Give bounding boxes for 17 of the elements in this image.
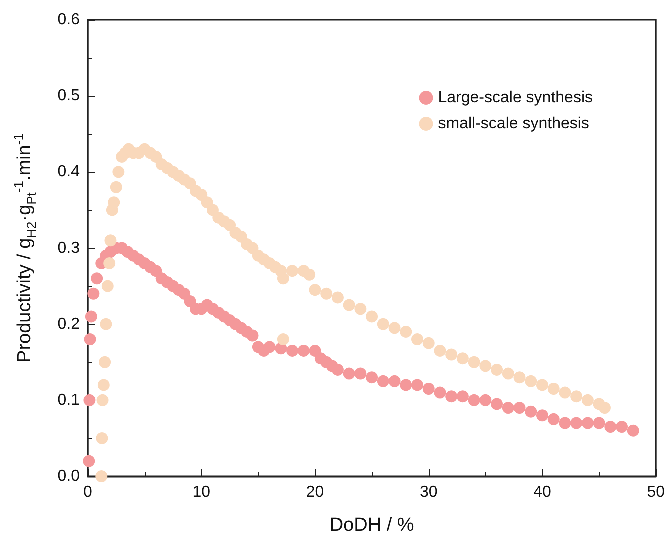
y-tick-label: 0.5 — [58, 88, 80, 105]
x-tick-label: 10 — [192, 484, 211, 501]
y-tick-label: 0.3 — [58, 240, 80, 257]
x-axis-title: DoDH / % — [330, 515, 414, 536]
y-axis-title: Productivity / gH2·gPt-1.min-1 — [11, 134, 39, 363]
legend-label: small-scale synthesis — [438, 116, 590, 132]
x-tick-label: 30 — [420, 484, 438, 501]
legend-label: Large-scale synthesis — [438, 90, 594, 106]
x-tick-label: 40 — [534, 484, 552, 501]
y-tick-label: 0.4 — [58, 164, 80, 181]
y-tick-label: 0.6 — [58, 12, 80, 28]
x-tick-label: 20 — [306, 484, 324, 501]
y-tick-label: 0.0 — [58, 468, 80, 485]
x-tick-label: 50 — [647, 484, 666, 501]
y-tick-label: 0.1 — [58, 392, 80, 409]
y-tick-label: 0.2 — [58, 316, 80, 333]
x-tick-label: 0 — [84, 484, 93, 501]
